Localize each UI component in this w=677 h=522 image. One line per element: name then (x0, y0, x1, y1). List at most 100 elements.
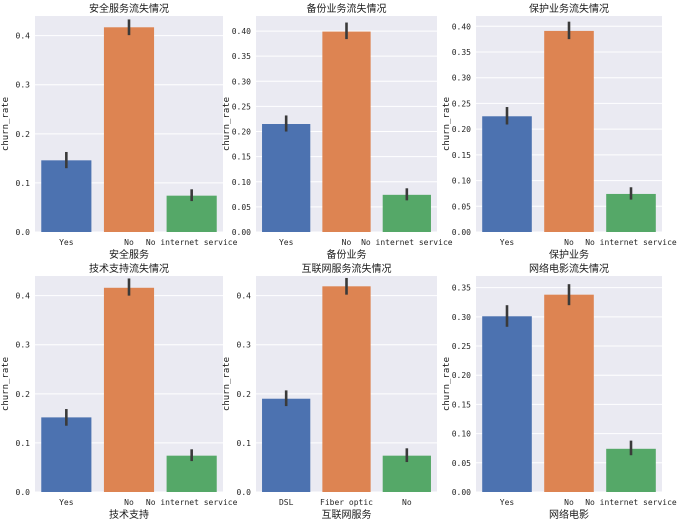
y-tick-label: 0.3 (16, 341, 31, 350)
x-axis-label: 备份业务 (327, 248, 367, 261)
x-axis-label: 安全服务 (109, 248, 149, 261)
bar-dsl (262, 398, 311, 492)
y-tick-label: 0.10 (452, 430, 471, 439)
bar-no (544, 294, 594, 492)
y-tick-label: 0.05 (232, 203, 251, 212)
x-tick-label: No internet service (361, 238, 453, 247)
y-tick-label: 0.15 (452, 400, 471, 409)
y-tick-label: 0.4 (16, 32, 31, 41)
y-tick-label: 0.15 (232, 153, 251, 162)
y-tick-label: 0.05 (452, 202, 471, 211)
y-tick-label: 0.00 (232, 228, 251, 237)
chart-title: 备份业务流失情况 (307, 2, 387, 15)
y-tick-label: 0.35 (452, 48, 471, 57)
y-axis-label: churn_rate (1, 357, 11, 411)
y-tick-label: 0.2 (16, 130, 31, 139)
y-tick-label: 0.00 (452, 228, 471, 237)
chart-panel-3: 0.00 0.05 0.10 0.15 0.20 0.25 0.30 0.35 0.40 Yes N… (442, 2, 677, 261)
y-axis-label: churn_rate (222, 357, 232, 411)
chart-title: 保护业务流失情况 (529, 2, 609, 15)
chart-title: 技术支持流失情况 (89, 262, 169, 275)
y-tick-label: 0.30 (452, 74, 471, 83)
y-tick-label: 0.2 (237, 390, 252, 399)
bar-no-internet-service (382, 194, 431, 232)
chart-panel-5: 0.0 0.1 0.2 0.3 0.4 DSL Fiber optic No 互联网服务流失情况… (222, 262, 437, 521)
x-tick-label: DSL (279, 498, 294, 507)
y-tick-label: 0.0 (237, 488, 252, 497)
bar-no-internet-service (606, 448, 656, 492)
y-tick-label: 0.1 (16, 179, 31, 188)
x-tick-label: No (124, 238, 134, 247)
y-tick-label: 0.25 (452, 342, 471, 351)
bar-yes (482, 316, 532, 492)
x-tick-label: No internet service (585, 498, 677, 507)
x-tick-label: No internet service (585, 238, 677, 247)
bar-yes (41, 160, 92, 232)
y-tick-label: 0.25 (232, 102, 251, 111)
chart-panel-6: 0.00 0.05 0.10 0.15 0.20 0.25 0.30 0.35 Yes No No … (442, 262, 677, 521)
x-tick-label: Yes (59, 498, 74, 507)
x-tick-label: Yes (279, 238, 294, 247)
chart-panel-2: 0.00 0.05 0.10 0.15 0.20 0.25 0.30 0.35 0.40 Yes N… (222, 2, 453, 261)
y-tick-label: 0.40 (232, 27, 251, 36)
y-tick-label: 0.3 (237, 341, 252, 350)
x-tick-label: No (564, 238, 574, 247)
y-axis-label: churn_rate (1, 97, 11, 151)
x-tick-label: No (564, 498, 574, 507)
chart-title: 安全服务流失情况 (89, 2, 169, 15)
y-tick-label: 0.10 (232, 178, 251, 187)
bar-no (322, 31, 371, 232)
bar-fiber-optic (322, 286, 371, 492)
bar-no-internet-service (606, 193, 656, 232)
y-tick-label: 0.0 (16, 488, 31, 497)
x-axis-label: 技术支持 (109, 508, 149, 521)
x-axis-label: 网络电影 (549, 508, 589, 521)
bar-yes (41, 417, 92, 492)
y-tick-label: 0.3 (16, 81, 31, 90)
x-tick-label: Yes (500, 238, 515, 247)
y-tick-label: 0.4 (16, 292, 31, 301)
y-axis-label: churn_rate (442, 357, 452, 411)
bar-no (103, 27, 155, 232)
bar-no (103, 287, 155, 492)
y-tick-label: 0.0 (16, 228, 31, 237)
x-axis-label: 互联网服务 (322, 508, 372, 521)
y-tick-label: 0.00 (452, 488, 471, 497)
bar-no (544, 30, 594, 232)
y-tick-label: 0.15 (452, 151, 471, 160)
y-tick-label: 0.30 (232, 77, 251, 86)
x-tick-label: No internet service (146, 238, 238, 247)
bar-no-internet-service (166, 195, 217, 232)
y-tick-label: 0.2 (16, 390, 31, 399)
y-tick-label: 0.30 (452, 313, 471, 322)
x-tick-label: Yes (500, 498, 515, 507)
y-tick-label: 0.40 (452, 22, 471, 31)
y-tick-label: 0.20 (452, 371, 471, 380)
y-tick-label: 0.1 (16, 439, 31, 448)
x-tick-label: No (124, 498, 134, 507)
chart-title: 互联网服务流失情况 (302, 262, 392, 275)
x-tick-label: No (342, 238, 352, 247)
y-tick-label: 0.05 (452, 459, 471, 468)
y-tick-label: 0.20 (232, 128, 251, 137)
x-tick-label: No (402, 498, 412, 507)
y-tick-label: 0.20 (452, 125, 471, 134)
y-tick-label: 0.1 (237, 439, 252, 448)
x-tick-label: No internet service (146, 498, 238, 507)
y-axis-label: churn_rate (222, 97, 232, 151)
y-tick-label: 0.25 (452, 99, 471, 108)
y-axis-label: churn_rate (442, 97, 452, 151)
y-tick-label: 0.35 (452, 284, 471, 293)
y-tick-label: 0.4 (237, 292, 252, 301)
bar-yes (262, 124, 311, 232)
x-tick-label: Yes (59, 238, 74, 247)
x-axis-label: 保护业务 (549, 248, 589, 261)
y-tick-label: 0.35 (232, 52, 251, 61)
x-tick-label: Fiber optic (320, 498, 373, 507)
bar-yes (482, 116, 532, 232)
bar-no-internet-service (166, 455, 217, 492)
chart-title: 网络电影流失情况 (529, 262, 609, 275)
